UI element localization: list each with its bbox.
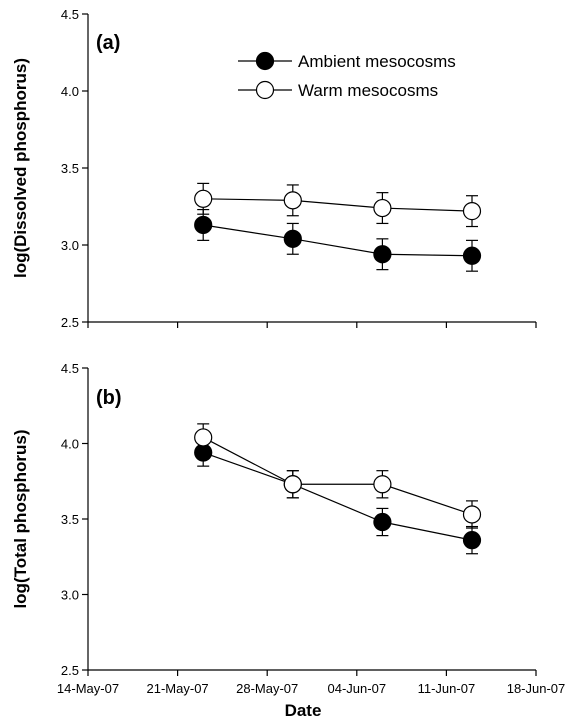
panel-a-y-tick-label: 2.5 xyxy=(61,315,79,330)
panel-a-y-tick-label: 4.5 xyxy=(61,7,79,22)
panel-a-label: (a) xyxy=(96,32,120,54)
legend-ambient-label: Ambient mesocosms xyxy=(298,52,456,71)
panel-b-warm-point xyxy=(373,475,392,494)
panel-b-y-tick-label: 2.5 xyxy=(61,663,79,678)
panel-a-warm-line xyxy=(203,198,473,212)
panel-b-warm-point xyxy=(462,505,482,524)
panel-a-ambient-point xyxy=(194,215,213,235)
legend: Ambient mesocosms Warm mesocosms xyxy=(238,51,456,100)
legend-warm-label: Warm mesocosms xyxy=(298,81,438,100)
x-axis-label: Date xyxy=(285,701,322,720)
panel-b: 2.5 3.0 3.5 4.0 4.5 14-May-07 21-May-07 28-May… xyxy=(11,361,565,720)
panel-b-ambient-line xyxy=(202,451,473,541)
panel-a-warm-point xyxy=(373,198,392,218)
panel-a-warm-point xyxy=(194,189,213,208)
panel-b-warm-point xyxy=(194,428,213,447)
x-tick-label: 14-May-07 xyxy=(57,681,119,696)
x-tick-label: 18-Jun-07 xyxy=(507,681,566,696)
panel-a-ambient-point xyxy=(373,245,392,264)
panel-a-ambient-point xyxy=(283,229,302,248)
panel-b-warm-line xyxy=(202,436,473,516)
legend-ambient-marker xyxy=(255,51,275,71)
panel-b-ambient-point xyxy=(373,512,392,532)
panel-b-ambient-point xyxy=(194,443,213,462)
panel-a-ambient-point xyxy=(462,246,482,265)
panel-a-y-tick-label: 4.0 xyxy=(61,84,79,99)
panel-a: 2.5 3.0 3.5 4.0 4.5 log(Dissolved phosphorus… xyxy=(11,7,537,330)
panel-b-y-tick-label: 4.5 xyxy=(61,361,79,376)
x-tick-label: 28-May-07 xyxy=(236,681,298,696)
panel-a-warm-point xyxy=(462,202,482,221)
panel-b-y-axis-label: log(Total phosphorus) xyxy=(11,429,30,608)
panel-a-warm-point xyxy=(283,191,302,210)
legend-warm-marker xyxy=(255,80,275,100)
panel-b-y-tick-label: 4.0 xyxy=(61,437,79,452)
panel-a-y-axis-label: log(Dissolved phosphorus) xyxy=(11,58,30,278)
panel-a-ambient-line xyxy=(203,224,473,257)
panel-a-y-tick-label: 3.5 xyxy=(61,161,79,176)
x-tick-label: 04-Jun-07 xyxy=(328,681,387,696)
panel-b-y-tick-label: 3.0 xyxy=(61,588,79,603)
panel-b-warm-point xyxy=(283,475,302,494)
x-tick-label: 21-May-07 xyxy=(147,681,209,696)
x-tick-label: 11-Jun-07 xyxy=(418,681,476,696)
panel-a-y-tick-label: 3.0 xyxy=(61,238,79,253)
panel-b-ambient-point xyxy=(462,531,482,550)
panel-b-label: (b) xyxy=(96,387,122,409)
panel-b-y-tick-label: 3.5 xyxy=(61,512,79,527)
